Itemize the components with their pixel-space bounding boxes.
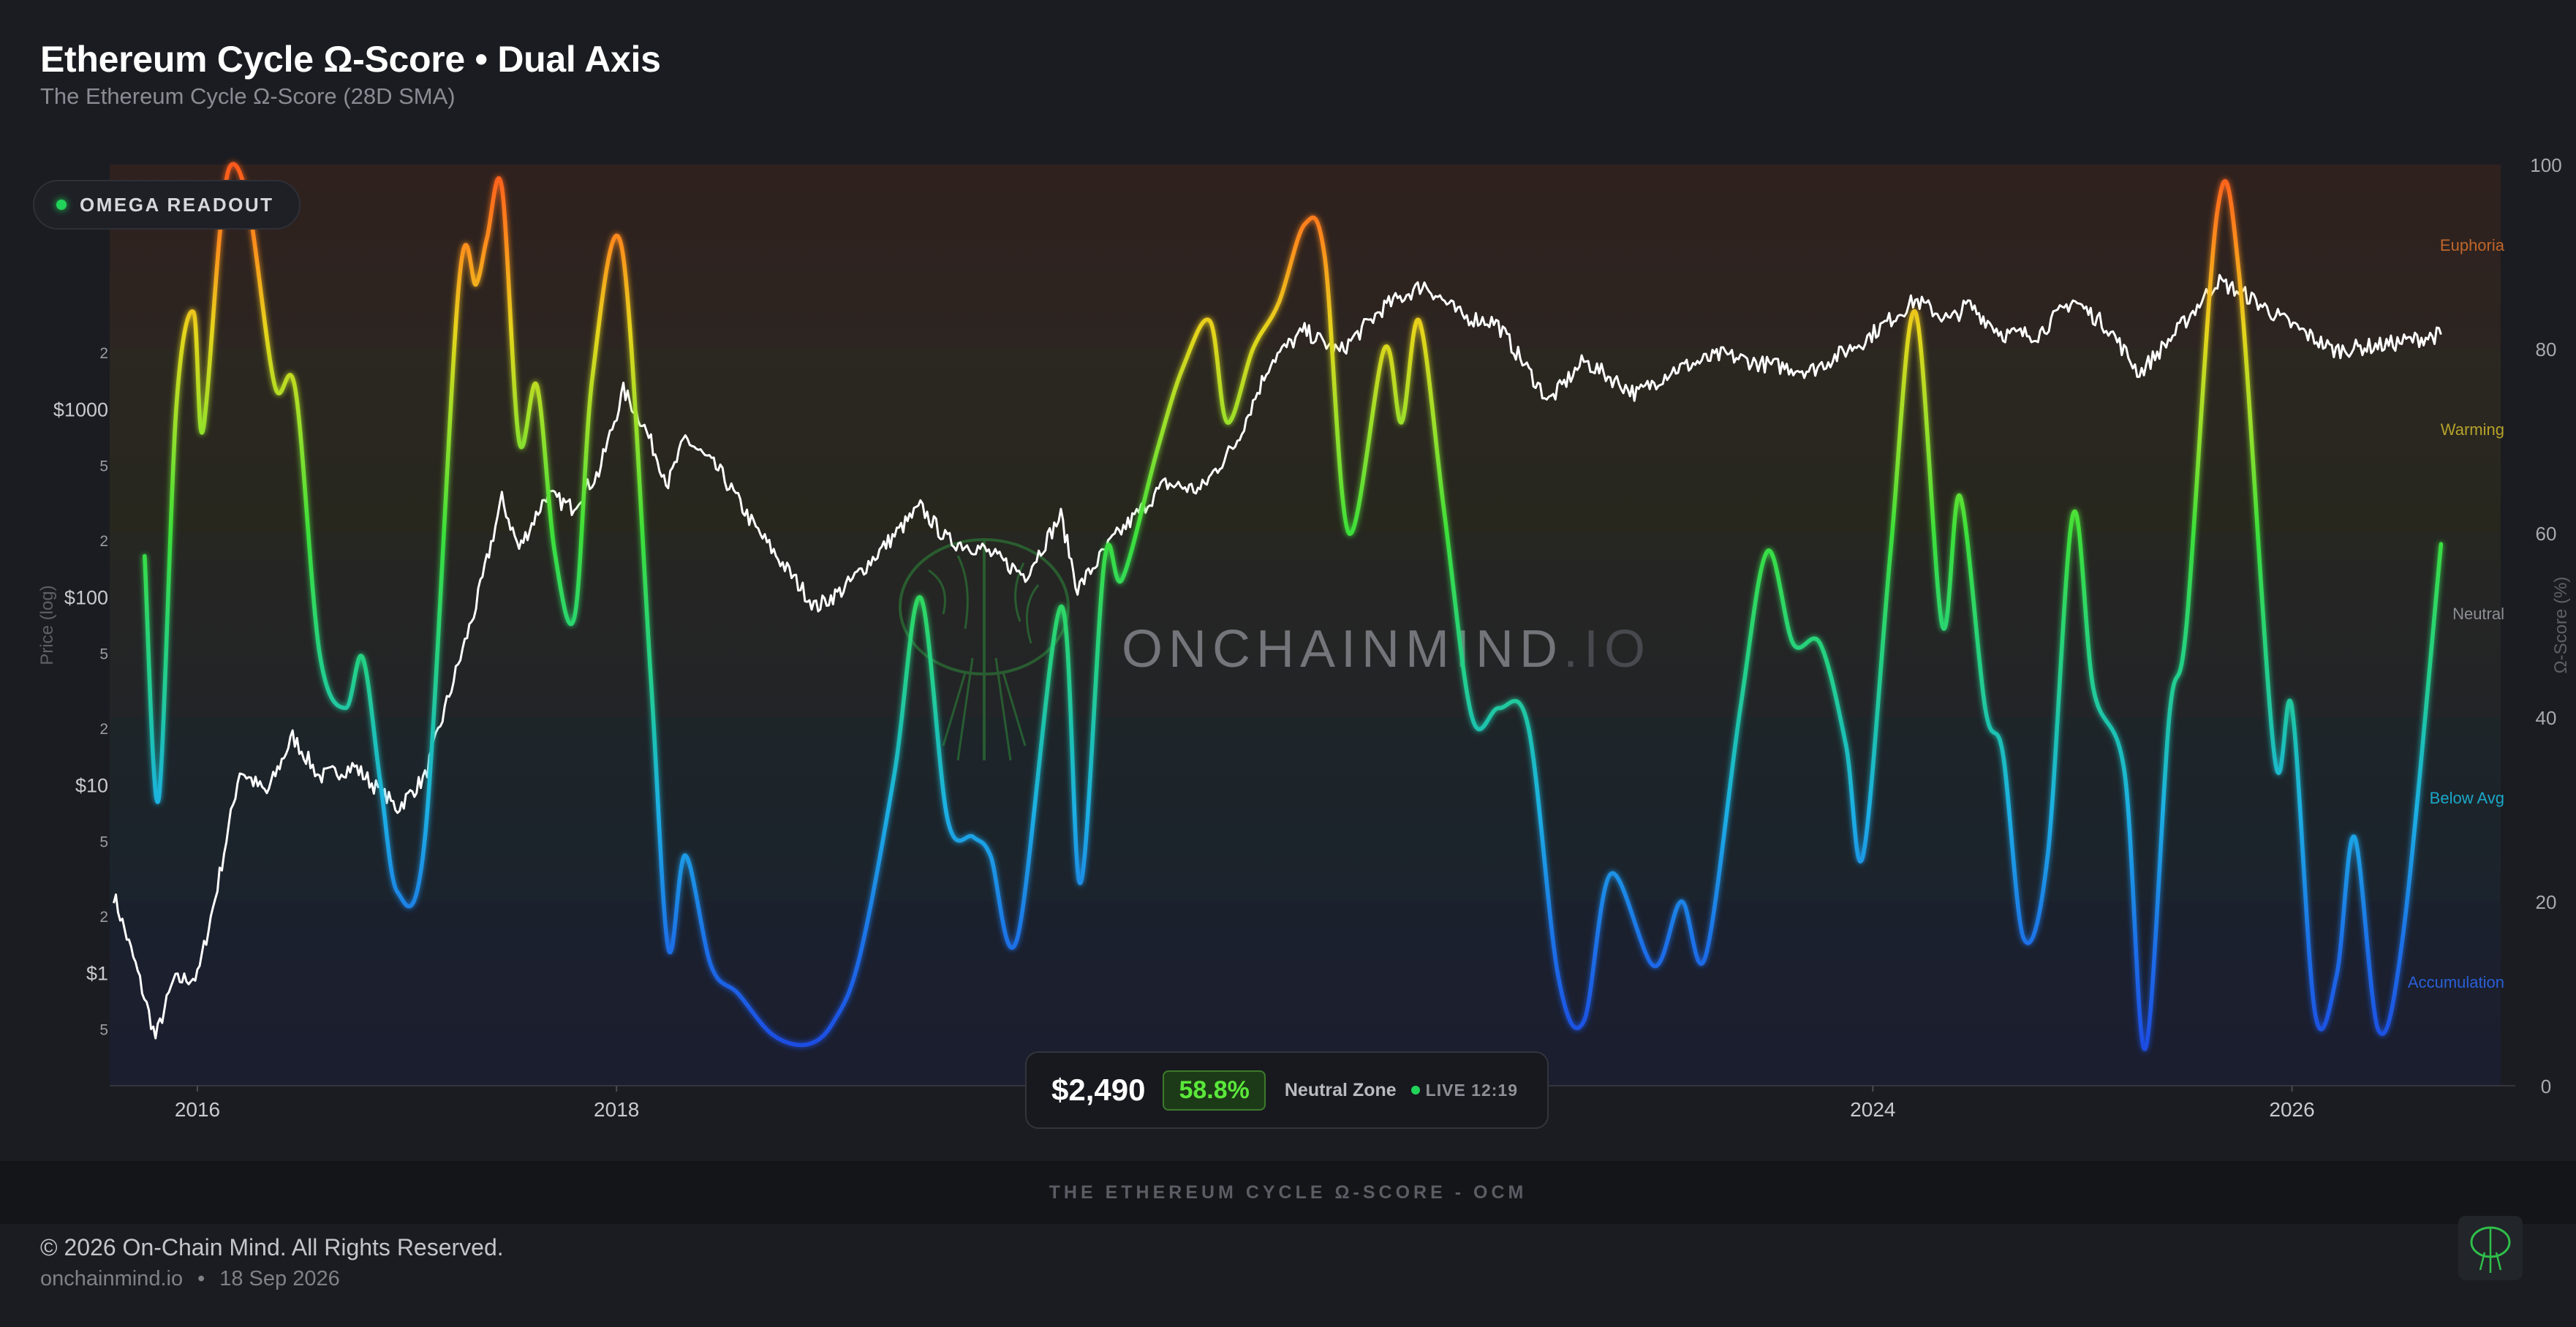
- y-right-axis-label: Ω-Score (%): [2551, 577, 2571, 674]
- y-right-tick-label: 60: [2536, 523, 2557, 545]
- y-left-tick-label: $1000: [53, 398, 108, 420]
- footer-brain-logo-icon: [2458, 1216, 2523, 1280]
- watermark: ONCHAINMIND.IO: [899, 538, 1651, 761]
- page-subtitle: The Ethereum Cycle Ω-Score (28D SMA): [40, 83, 456, 109]
- right-axis-ticks: 0 20 40 60 80 100: [2530, 154, 2561, 1097]
- y-left-minor-tick-label: 2: [99, 721, 108, 738]
- y-left-tick-label: $1: [86, 962, 108, 984]
- x-axis-ticks: 2016 2018 2024 2026: [175, 1086, 2315, 1121]
- live-dot-icon: [1410, 1086, 1420, 1095]
- caption-text: THE ETHEREUM CYCLE Ω-SCORE - OCM: [1049, 1182, 1527, 1203]
- price-series-line: [113, 273, 2442, 1040]
- current-price: $2,490: [1051, 1073, 1146, 1107]
- current-zone-label: Neutral Zone: [1284, 1079, 1397, 1100]
- omega-readout-button[interactable]: OMEGA READOUT: [33, 180, 301, 230]
- footer-copyright: © 2026 On-Chain Mind. All Rights Reserve…: [40, 1234, 504, 1260]
- zone-label-accumulation: Accumulation: [2408, 973, 2504, 991]
- y-right-tick-label: 100: [2530, 154, 2561, 176]
- zone-band-warming: [110, 349, 2501, 533]
- y-left-tick-label: $10: [75, 774, 108, 796]
- zone-label-warming: Warming: [2441, 420, 2504, 439]
- left-axis-ticks: $1 $10 $100 $1000 5 2 5 2 5 2 5 2: [53, 345, 108, 1039]
- y-left-minor-tick-label: 5: [99, 646, 108, 663]
- caption-bar: THE ETHEREUM CYCLE Ω-SCORE - OCM: [0, 1161, 2576, 1224]
- omega-readout-label: OMEGA READOUT: [80, 193, 274, 216]
- omega-score-series-line: [143, 162, 2444, 1051]
- chart-header: Ethereum Cycle Ω-Score • Dual Axis The E…: [40, 38, 661, 110]
- y-left-minor-tick-label: 2: [99, 909, 108, 926]
- x-tick-label: 2018: [594, 1098, 639, 1121]
- x-tick-label: 2016: [175, 1098, 220, 1121]
- footer-date: 18 Sep 2026: [219, 1267, 340, 1290]
- x-tick-label: 2024: [1850, 1098, 1895, 1121]
- y-left-minor-tick-label: 5: [99, 834, 108, 851]
- dual-axis-chart: ONCHAINMIND.IO $1 $10 $100 $1000 5 2 5 2 5 2 5 2 0 2…: [37, 154, 2571, 1121]
- live-stats-panel: $2,490 58.8% Neutral Zone LIVE 12:19: [1025, 1051, 1549, 1129]
- y-left-minor-tick-label: 2: [99, 345, 108, 362]
- zone-label-below-avg: Below Avg: [2430, 789, 2504, 807]
- live-time-label: LIVE 12:19: [1425, 1080, 1519, 1100]
- page-title: Ethereum Cycle Ω-Score • Dual Axis: [40, 39, 661, 80]
- status-dot-icon: [56, 200, 67, 210]
- zone-band-below-avg: [110, 717, 2501, 901]
- current-score-badge: 58.8%: [1163, 1070, 1266, 1111]
- zone-labels: Accumulation Below Avg Neutral Warming Eupho…: [2408, 236, 2505, 991]
- y-right-tick-label: 0: [2541, 1075, 2551, 1097]
- zone-label-neutral: Neutral: [2452, 605, 2504, 623]
- footer-meta: onchainmind.io • 18 Sep 2026: [40, 1267, 340, 1291]
- brain-logo-icon: [899, 538, 1070, 761]
- y-left-minor-tick-label: 5: [99, 458, 108, 475]
- y-left-tick-label: $100: [64, 586, 108, 608]
- y-right-tick-label: 20: [2536, 891, 2557, 913]
- y-left-minor-tick-label: 2: [99, 533, 108, 550]
- x-tick-label: 2026: [2269, 1098, 2314, 1121]
- y-left-axis-label: Price (log): [37, 585, 57, 665]
- footer-separator: •: [197, 1267, 205, 1290]
- y-left-minor-tick-label: 5: [99, 1022, 108, 1039]
- y-right-tick-label: 80: [2536, 339, 2557, 360]
- zone-label-euphoria: Euphoria: [2440, 236, 2505, 254]
- watermark-text: ONCHAINMIND.IO: [1122, 620, 1651, 678]
- footer-site-link[interactable]: onchainmind.io: [40, 1267, 184, 1290]
- y-right-tick-label: 40: [2536, 707, 2557, 729]
- plot-background: [110, 165, 2501, 1086]
